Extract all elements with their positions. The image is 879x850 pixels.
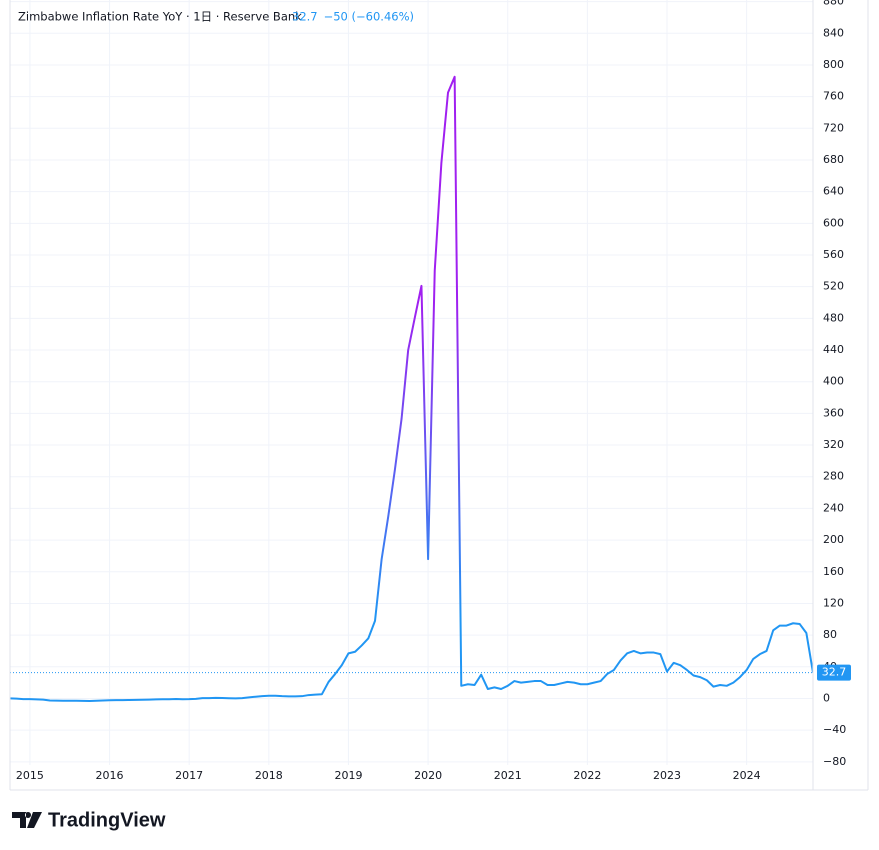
- x-tick-label: 2024: [733, 769, 761, 782]
- y-tick-label: 600: [823, 216, 844, 229]
- y-tick-label: 280: [823, 470, 844, 483]
- x-tick-label: 2016: [96, 769, 124, 782]
- y-tick-label: 480: [823, 311, 844, 324]
- y-tick-label: −80: [823, 755, 846, 768]
- header-value: 32.7: [292, 10, 318, 24]
- x-tick-label: 2015: [16, 769, 44, 782]
- y-tick-label: 80: [823, 628, 837, 641]
- x-tick-label: 2018: [255, 769, 283, 782]
- y-tick-label: 160: [823, 565, 844, 578]
- x-tick-label: 2017: [175, 769, 203, 782]
- x-tick-label: 2022: [573, 769, 601, 782]
- y-tick-label: 440: [823, 343, 844, 356]
- last-value-label: 32.7: [822, 666, 847, 679]
- y-tick-label: 680: [823, 153, 844, 166]
- y-tick-label: 120: [823, 596, 844, 609]
- y-tick-label: 800: [823, 58, 844, 71]
- watermark: TradingView: [48, 809, 166, 831]
- x-tick-label: 2019: [334, 769, 362, 782]
- y-tick-label: 200: [823, 533, 844, 546]
- y-tick-label: 760: [823, 90, 844, 103]
- y-tick-label: 320: [823, 438, 844, 451]
- x-tick-label: 2020: [414, 769, 442, 782]
- y-tick-label: 360: [823, 406, 844, 419]
- y-tick-label: 640: [823, 185, 844, 198]
- y-tick-label: 880: [823, 0, 844, 8]
- y-tick-label: −40: [823, 723, 846, 736]
- y-tick-label: 520: [823, 280, 844, 293]
- last-value-box: [817, 664, 851, 681]
- y-tick-label: 0: [823, 691, 830, 704]
- y-tick-label: 240: [823, 501, 844, 514]
- logo: TradingView: [12, 809, 166, 831]
- plot: [10, 75, 813, 703]
- chart-title: Zimbabwe Inflation Rate YoY · 1日 · Reser…: [18, 10, 302, 24]
- line: [10, 75, 813, 703]
- y-tick-label: 560: [823, 248, 844, 261]
- y-tick-label: 400: [823, 375, 844, 388]
- header-change: −50 (−60.46%): [324, 10, 414, 24]
- x-tick-label: 2021: [494, 769, 522, 782]
- y-tick-label: 720: [823, 121, 844, 134]
- grid: [10, 0, 813, 765]
- y-tick-label: 840: [823, 26, 844, 39]
- x-tick-label: 2023: [653, 769, 681, 782]
